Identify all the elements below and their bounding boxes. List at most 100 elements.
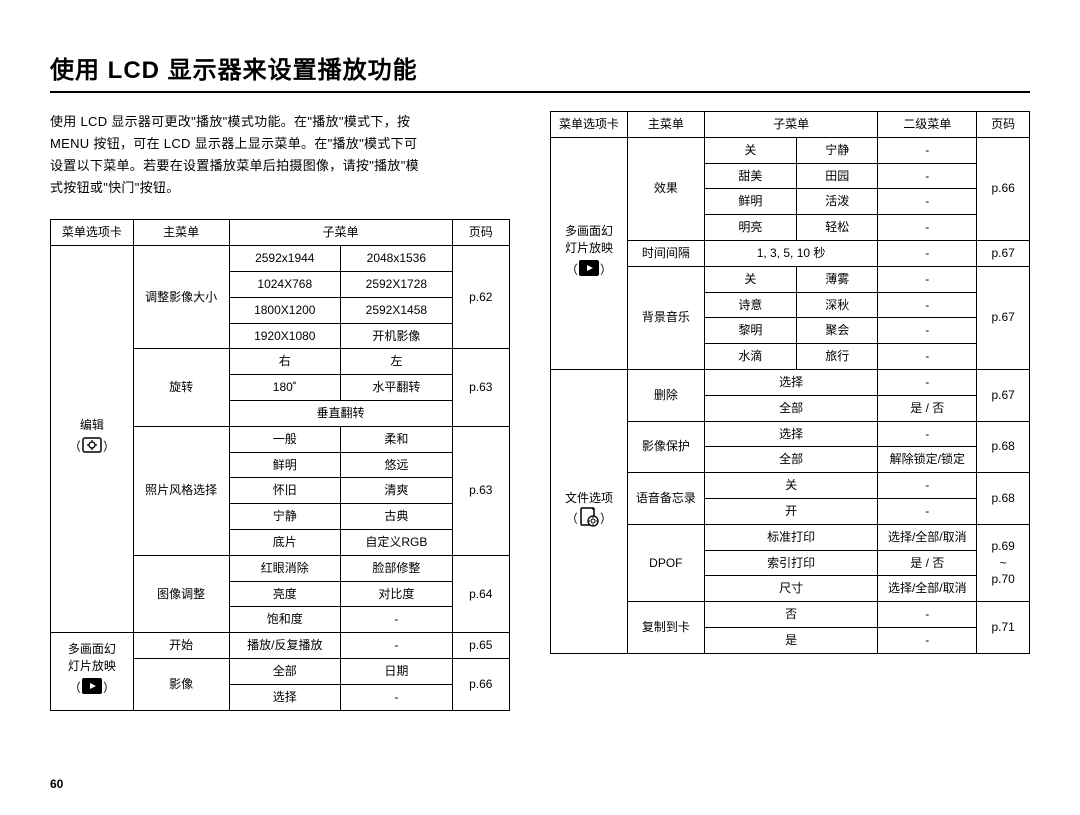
sub-cell: 左 — [341, 349, 453, 375]
table-row: 多画面幻灯片放映（）效果关宁静-p.66 — [551, 137, 1030, 163]
title-underline — [50, 91, 1030, 93]
edit-gear-icon — [81, 434, 103, 461]
intro-line: 使用 LCD 显示器可更改"播放"模式功能。在"播放"模式下，按 — [50, 114, 410, 129]
col-main: 主菜单 — [133, 220, 229, 246]
sub-cell: 全部 — [704, 447, 878, 473]
sub-cell: 古典 — [341, 504, 453, 530]
sub-cell: 水滴 — [704, 344, 796, 370]
sub-cell: 亮度 — [229, 581, 341, 607]
sub-cell: 右 — [229, 349, 341, 375]
sec-cell: - — [878, 292, 977, 318]
page-cell: p.62 — [452, 246, 509, 349]
col-main: 主菜单 — [627, 112, 704, 138]
page-cell: p.65 — [452, 633, 509, 659]
sub-cell: 黎明 — [704, 318, 796, 344]
page-cell: p.67 — [977, 266, 1030, 369]
slideshow-icon — [578, 257, 600, 284]
main-cell: 图像调整 — [133, 555, 229, 632]
sub-cell: 怀旧 — [229, 478, 341, 504]
sub-cell: 1920X1080 — [229, 323, 341, 349]
main-cell: 时间间隔 — [627, 240, 704, 266]
sub-cell: 2048x1536 — [341, 246, 453, 272]
sec-cell: 是 / 否 — [878, 550, 977, 576]
tab-cell: 文件选项（） — [551, 369, 628, 653]
table-row: 多画面幻灯片放映（）开始播放/反复播放-p.65 — [51, 633, 510, 659]
sec-cell: - — [878, 163, 977, 189]
page-title: 使用 LCD 显示器来设置播放功能 — [50, 50, 1030, 85]
intro-text: 使用 LCD 显示器可更改"播放"模式功能。在"播放"模式下，按MENU 按钮，… — [50, 111, 510, 199]
sec-cell: - — [878, 627, 977, 653]
sub-cell: - — [341, 684, 453, 710]
sub-cell: 1, 3, 5, 10 秒 — [704, 240, 878, 266]
main-cell: 影像保护 — [627, 421, 704, 473]
file-options-icon — [578, 506, 600, 533]
left-menu-table: 菜单选项卡主菜单子菜单页码编辑（）调整影像大小2592x19442048x153… — [50, 219, 510, 710]
main-cell: 旋转 — [133, 349, 229, 426]
sub-cell: 鲜明 — [229, 452, 341, 478]
main-cell: 调整影像大小 — [133, 246, 229, 349]
sec-cell: - — [878, 473, 977, 499]
page-cell: p.66 — [977, 137, 1030, 240]
sub-cell: 2592X1728 — [341, 271, 453, 297]
main-cell: DPOF — [627, 524, 704, 601]
sub-cell: 红眼消除 — [229, 555, 341, 581]
sub-cell: 关 — [704, 137, 796, 163]
sub-cell: 薄雾 — [797, 266, 878, 292]
sub-cell: 是 — [704, 627, 878, 653]
sub-cell: 选择 — [229, 684, 341, 710]
sub-cell: 宁静 — [229, 504, 341, 530]
right-menu-table: 菜单选项卡主菜单子菜单二级菜单页码多画面幻灯片放映（）效果关宁静-p.66甜美田… — [550, 111, 1030, 654]
sec-cell: - — [878, 189, 977, 215]
sub-cell: 180˚ — [229, 375, 341, 401]
main-cell: 语音备忘录 — [627, 473, 704, 525]
col-tab: 菜单选项卡 — [51, 220, 134, 246]
sub-cell: 1024X768 — [229, 271, 341, 297]
sub-cell: 活泼 — [797, 189, 878, 215]
page-number: 60 — [50, 777, 63, 791]
sub-cell: 全部 — [704, 395, 878, 421]
sub-cell: 甜美 — [704, 163, 796, 189]
sub-cell: 明亮 — [704, 215, 796, 241]
sec-cell: - — [878, 344, 977, 370]
sub-cell: 深秋 — [797, 292, 878, 318]
page-cell: p.66 — [452, 658, 509, 710]
sub-cell: 自定义RGB — [341, 529, 453, 555]
main-cell: 删除 — [627, 369, 704, 421]
col-sub: 子菜单 — [229, 220, 452, 246]
main-cell: 效果 — [627, 137, 704, 240]
sec-cell: - — [878, 266, 977, 292]
sub-cell: 水平翻转 — [341, 375, 453, 401]
sub-cell: 轻松 — [797, 215, 878, 241]
sub-cell: 关 — [704, 473, 878, 499]
sub-cell: 选择 — [704, 421, 878, 447]
sec-cell: - — [878, 421, 977, 447]
sub-cell: 清爽 — [341, 478, 453, 504]
sec-cell: 选择/全部/取消 — [878, 524, 977, 550]
sub-cell: 开 — [704, 498, 878, 524]
col-tab: 菜单选项卡 — [551, 112, 628, 138]
tab-cell: 编辑（） — [51, 246, 134, 633]
page-cell: p.67 — [977, 369, 1030, 421]
sub-cell: 全部 — [229, 658, 341, 684]
sec-cell: - — [878, 137, 977, 163]
sec-cell: - — [878, 240, 977, 266]
main-cell: 背景音乐 — [627, 266, 704, 369]
col-page: 页码 — [452, 220, 509, 246]
sub-cell: 悠远 — [341, 452, 453, 478]
sec-cell: 选择/全部/取消 — [878, 576, 977, 602]
sec-cell: - — [878, 498, 977, 524]
sec-cell: 解除锁定/锁定 — [878, 447, 977, 473]
sub-cell: 日期 — [341, 658, 453, 684]
page-cell: p.64 — [452, 555, 509, 632]
col-sub: 子菜单 — [704, 112, 878, 138]
sub-cell: 对比度 — [341, 581, 453, 607]
sec-cell: - — [878, 602, 977, 628]
sub-cell: 饱和度 — [229, 607, 341, 633]
sub-cell: 标准打印 — [704, 524, 878, 550]
sub-cell: 诗意 — [704, 292, 796, 318]
page-cell: p.71 — [977, 602, 1030, 654]
sub-cell: - — [341, 607, 453, 633]
sub-cell: 1800X1200 — [229, 297, 341, 323]
table-row: 文件选项（）删除选择-p.67 — [551, 369, 1030, 395]
main-cell: 复制到卡 — [627, 602, 704, 654]
